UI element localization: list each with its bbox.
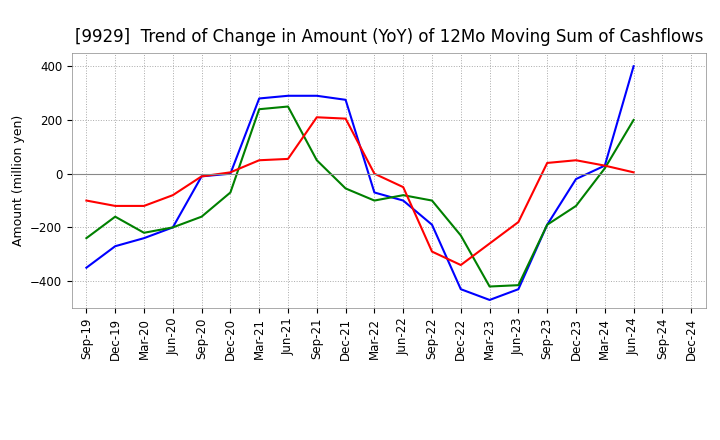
- Operating Cashflow: [572, 158, 580, 163]
- Operating Cashflow: [428, 249, 436, 254]
- Free Cashflow: [255, 96, 264, 101]
- Operating Cashflow: [399, 184, 408, 190]
- Investing Cashflow: [226, 190, 235, 195]
- Investing Cashflow: [399, 193, 408, 198]
- Operating Cashflow: [255, 158, 264, 163]
- Investing Cashflow: [197, 214, 206, 219]
- Free Cashflow: [341, 97, 350, 103]
- Investing Cashflow: [312, 158, 321, 163]
- Investing Cashflow: [341, 186, 350, 191]
- Operating Cashflow: [456, 262, 465, 268]
- Free Cashflow: [312, 93, 321, 99]
- Y-axis label: Amount (million yen): Amount (million yen): [12, 115, 24, 246]
- Investing Cashflow: [456, 233, 465, 238]
- Legend: Free Cashflow, Investing Cashflow, Operating Cashflow: Free Cashflow, Investing Cashflow, Opera…: [124, 436, 654, 440]
- Investing Cashflow: [543, 222, 552, 227]
- Line: Free Cashflow: Free Cashflow: [86, 66, 634, 300]
- Operating Cashflow: [226, 170, 235, 175]
- Investing Cashflow: [600, 166, 609, 171]
- Investing Cashflow: [284, 104, 292, 109]
- Investing Cashflow: [168, 225, 177, 230]
- Operating Cashflow: [284, 156, 292, 161]
- Operating Cashflow: [629, 170, 638, 175]
- Free Cashflow: [168, 225, 177, 230]
- Free Cashflow: [456, 286, 465, 292]
- Free Cashflow: [514, 286, 523, 292]
- Investing Cashflow: [140, 230, 148, 235]
- Investing Cashflow: [629, 117, 638, 123]
- Operating Cashflow: [370, 171, 379, 176]
- Operating Cashflow: [312, 115, 321, 120]
- Free Cashflow: [572, 176, 580, 182]
- Free Cashflow: [370, 190, 379, 195]
- Investing Cashflow: [428, 198, 436, 203]
- Operating Cashflow: [82, 198, 91, 203]
- Operating Cashflow: [341, 116, 350, 121]
- Operating Cashflow: [485, 241, 494, 246]
- Operating Cashflow: [600, 163, 609, 168]
- Operating Cashflow: [168, 193, 177, 198]
- Free Cashflow: [428, 222, 436, 227]
- Investing Cashflow: [111, 214, 120, 219]
- Operating Cashflow: [514, 220, 523, 225]
- Investing Cashflow: [255, 106, 264, 112]
- Free Cashflow: [284, 93, 292, 99]
- Line: Investing Cashflow: Investing Cashflow: [86, 106, 634, 286]
- Free Cashflow: [82, 265, 91, 270]
- Free Cashflow: [399, 198, 408, 203]
- Operating Cashflow: [197, 174, 206, 179]
- Line: Operating Cashflow: Operating Cashflow: [86, 117, 634, 265]
- Investing Cashflow: [572, 203, 580, 209]
- Operating Cashflow: [140, 203, 148, 209]
- Investing Cashflow: [485, 284, 494, 289]
- Free Cashflow: [197, 174, 206, 179]
- Title: [9929]  Trend of Change in Amount (YoY) of 12Mo Moving Sum of Cashflows: [9929] Trend of Change in Amount (YoY) o…: [75, 28, 703, 46]
- Operating Cashflow: [111, 203, 120, 209]
- Investing Cashflow: [370, 198, 379, 203]
- Operating Cashflow: [543, 160, 552, 165]
- Free Cashflow: [543, 222, 552, 227]
- Investing Cashflow: [514, 282, 523, 288]
- Free Cashflow: [140, 235, 148, 241]
- Free Cashflow: [111, 244, 120, 249]
- Free Cashflow: [629, 64, 638, 69]
- Free Cashflow: [600, 163, 609, 168]
- Free Cashflow: [485, 297, 494, 303]
- Investing Cashflow: [82, 235, 91, 241]
- Free Cashflow: [226, 171, 235, 176]
